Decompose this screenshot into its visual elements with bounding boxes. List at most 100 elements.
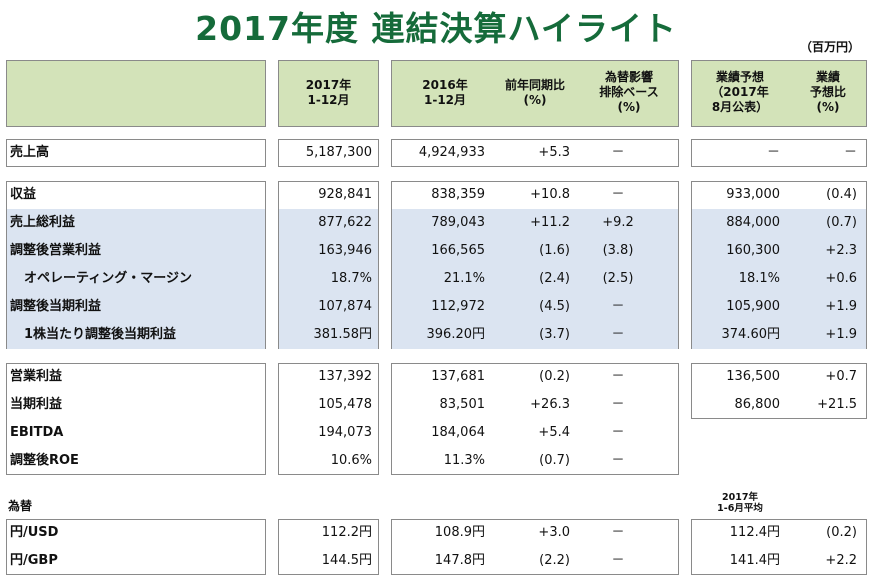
value-2016: 112,972 (431, 299, 485, 314)
group-3-forecast-box (691, 363, 867, 419)
value-2017: 877,622 (318, 215, 372, 230)
table-row: 売上高 5,187,300 4,924,933 +5.3 － － － (0, 139, 872, 167)
row-shade (279, 209, 378, 237)
row-label: 調整後ROE (10, 453, 79, 468)
row-label: 収益 (10, 187, 37, 202)
row-label: 営業利益 (10, 369, 63, 384)
group-3-compare-box (391, 363, 679, 475)
value-2016: 396.20円 (426, 327, 486, 342)
row-shade (7, 293, 265, 321)
row-shade (692, 265, 866, 293)
value-forecast: 112.4円 (729, 525, 780, 540)
value-2016: 147.8円 (434, 553, 485, 568)
value-2016: 11.3% (443, 453, 485, 468)
value-yoy: +11.2 (530, 215, 570, 230)
value-forecast-ratio: +1.9 (825, 327, 857, 342)
row-shade (692, 237, 866, 265)
row-label: 売上高 (10, 145, 50, 160)
value-forecast-ratio: (0.7) (826, 215, 857, 230)
value-forecast-ratio (785, 419, 857, 447)
value-yoy: (2.2) (539, 553, 570, 568)
value-fx-excluded: － (611, 327, 625, 342)
row-shade (279, 293, 378, 321)
row-shade (692, 321, 866, 349)
row-shade (7, 321, 265, 349)
value-fx-excluded: － (611, 453, 625, 468)
value-forecast-ratio: +0.6 (825, 271, 857, 286)
fx-average-note: 2017年 1-6月平均 (717, 492, 763, 514)
value-forecast-ratio: +1.9 (825, 299, 857, 314)
value-2016: 4,924,933 (418, 145, 485, 160)
row-label: 調整後営業利益 (10, 243, 102, 258)
value-yoy: +26.3 (530, 397, 570, 412)
value-2016: 137,681 (431, 369, 485, 384)
row-label: 調整後当期利益 (10, 299, 102, 314)
value-forecast: 18.1% (738, 271, 780, 286)
row-shade (7, 237, 265, 265)
group-1-compare-box (391, 139, 679, 167)
fx-group-2017-box (278, 519, 379, 575)
table-row: 1株当たり調整後当期利益 381.58円 396.20円 (3.7) － 374.60円 +… (0, 321, 872, 349)
value-fx-excluded: (3.8) (602, 243, 634, 258)
row-shade (279, 265, 378, 293)
value-2016: 838,359 (431, 187, 485, 202)
value-2017: 10.6% (330, 453, 372, 468)
row-shade (279, 237, 378, 265)
table-row: 当期利益 105,478 83,501 +26.3 － 86,800 +21.5 (0, 391, 872, 419)
value-2017: 928,841 (318, 187, 372, 202)
header-forecast-ratio: 業績 予想比 (%) (809, 70, 846, 114)
value-2016: 83,501 (439, 397, 486, 412)
value-forecast (695, 447, 780, 475)
unit-note: （百万円） (799, 40, 860, 54)
group-1-2017-box (278, 139, 379, 167)
row-shade (392, 237, 678, 265)
value-2017: 18.7% (330, 271, 372, 286)
value-yoy: +3.0 (538, 525, 570, 540)
header-2017: 2017年 1-12月 (305, 78, 352, 107)
header-yoy: 前年同期比 (%) (504, 78, 565, 107)
row-label: 円/USD (10, 525, 59, 540)
value-2017: 107,874 (318, 299, 372, 314)
header-forecast: 業績予想 （2017年 8月公表） (711, 70, 769, 114)
row-shade (392, 321, 678, 349)
header-2017-box: 2017年 1-12月 (278, 60, 379, 127)
fx-group-label-box (6, 519, 266, 575)
value-fx-excluded: － (611, 299, 625, 314)
row-label: 売上総利益 (10, 215, 76, 230)
value-yoy: +5.3 (538, 145, 570, 160)
fx-section-title: 為替 (8, 499, 33, 513)
value-fx-excluded: － (611, 525, 625, 540)
page-title: 2017年度 連結決算ハイライト (195, 9, 677, 48)
value-fx-excluded: +9.2 (602, 215, 634, 230)
header-label-box (6, 60, 266, 127)
value-forecast: 374.60円 (721, 327, 781, 342)
value-2017: 112.2円 (321, 525, 372, 540)
value-forecast-ratio: +21.5 (817, 397, 857, 412)
row-label: 円/GBP (10, 553, 58, 568)
row-shade (279, 321, 378, 349)
value-yoy: +5.4 (538, 425, 570, 440)
row-shade (692, 293, 866, 321)
header-2016: 2016年 1-12月 (422, 78, 468, 107)
row-label: EBITDA (10, 425, 64, 440)
group-3-2017-box (278, 363, 379, 475)
value-fx-excluded: － (611, 553, 625, 568)
value-forecast-ratio: (0.4) (826, 187, 857, 202)
table-row: オペレーティング・マージン 18.7% 21.1% (2.4) (2.5) 18.1% +0… (0, 265, 872, 293)
value-2016: 108.9円 (434, 525, 485, 540)
value-forecast-ratio (785, 447, 857, 475)
row-shade (7, 209, 265, 237)
table-row: 調整後当期利益 107,874 112,972 (4.5) － 105,900 +1.9 (0, 293, 872, 321)
table-row: 円/GBP 144.5円 147.8円 (2.2) － 141.4円 +2.2 (0, 547, 872, 575)
value-yoy: (0.7) (539, 453, 570, 468)
table-row: 調整後ROE 10.6% 11.3% (0.7) － (0, 447, 872, 475)
header-forecast-box: 業績予想 （2017年 8月公表） 業績 予想比 (%) (691, 60, 867, 127)
group-3-label-box (6, 363, 266, 475)
header-compare-box: 2016年 1-12月 前年同期比 (%) 為替影響 排除ベース (%) (391, 60, 679, 127)
value-2017: 381.58円 (313, 327, 373, 342)
group-1-label-box (6, 139, 266, 167)
value-forecast: 160,300 (726, 243, 780, 258)
table-row: 調整後営業利益 163,946 166,565 (1.6) (3.8) 160,300 +2… (0, 237, 872, 265)
value-yoy: (4.5) (539, 299, 570, 314)
fx-group-compare-box (391, 519, 679, 575)
